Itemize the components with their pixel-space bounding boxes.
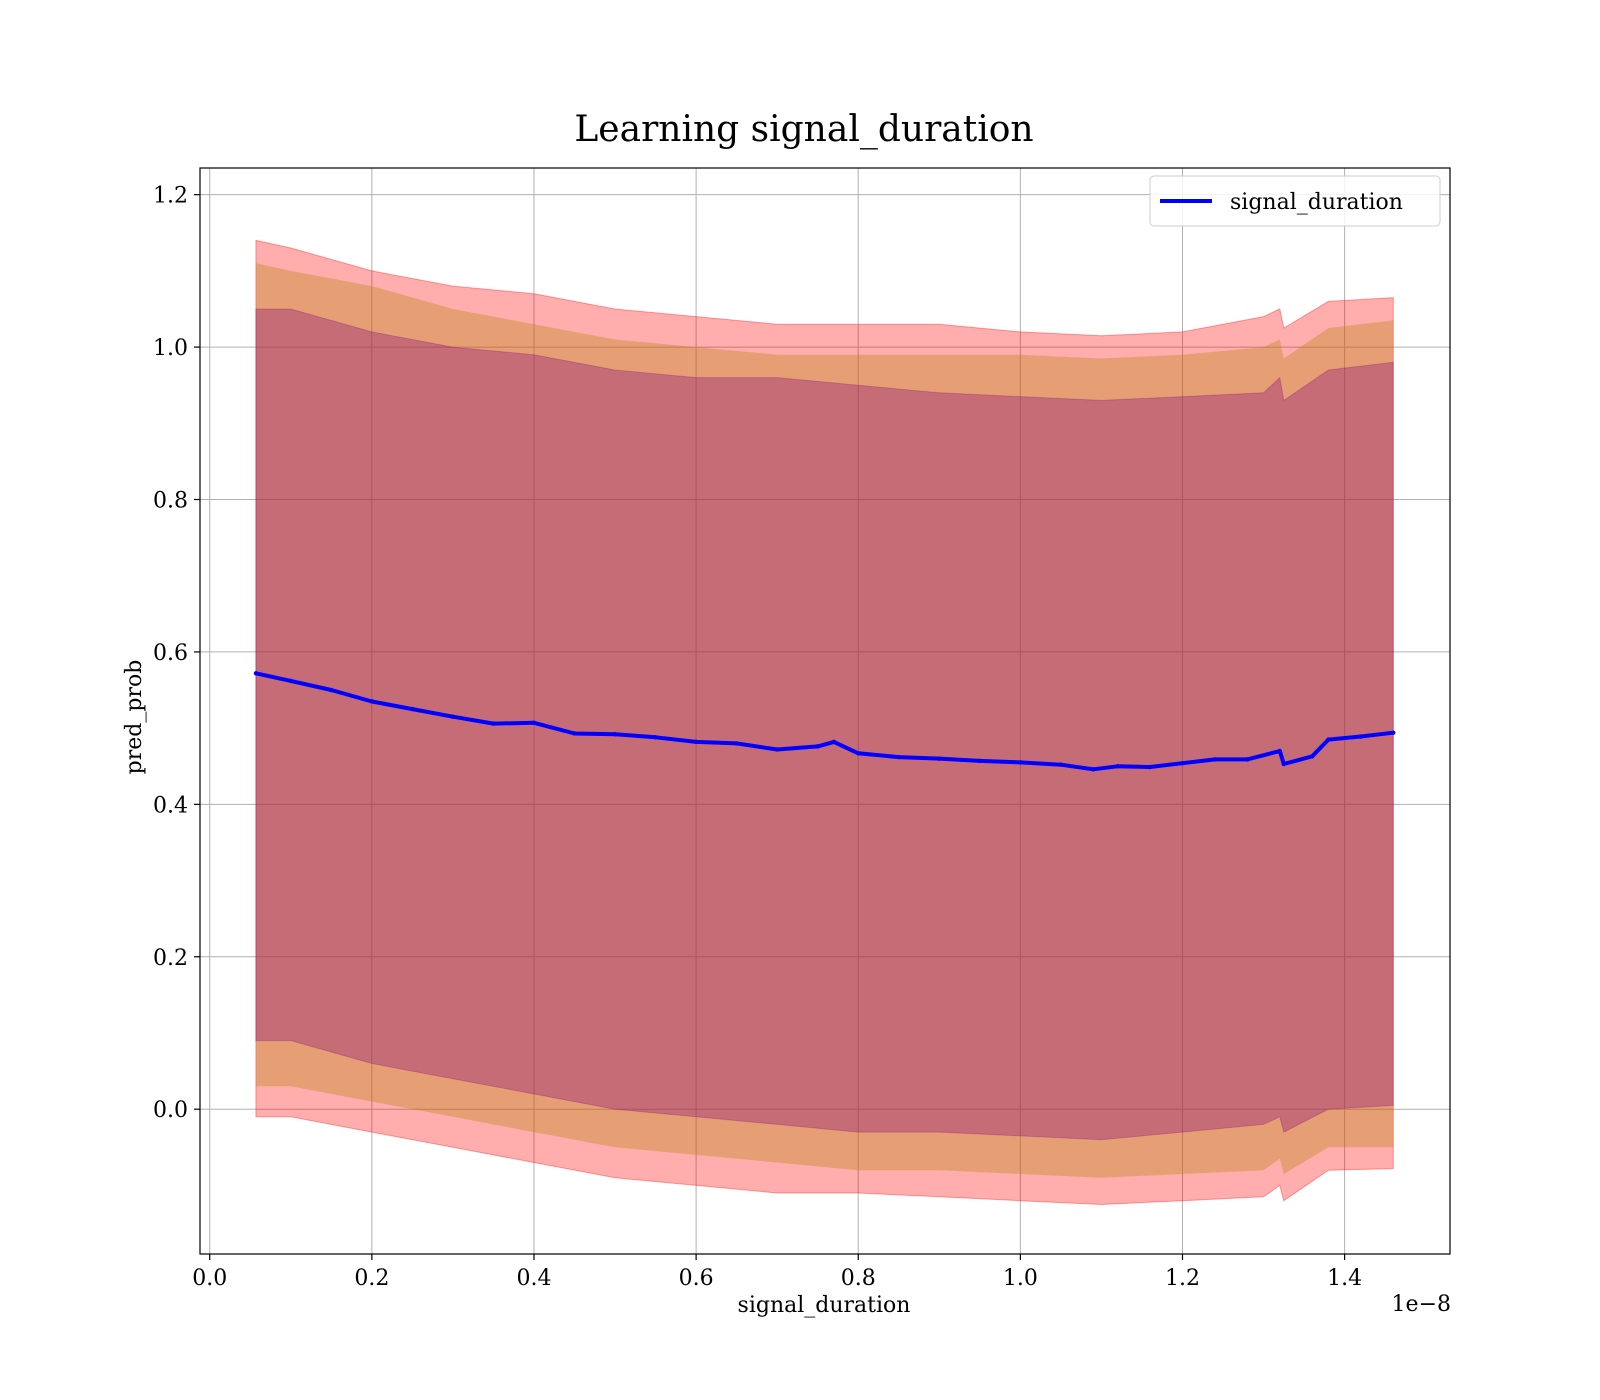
x-tick-label: 1.0 <box>1003 1266 1038 1291</box>
x-tick-label: 0.8 <box>841 1266 876 1291</box>
x-tick-label: 0.6 <box>679 1266 714 1291</box>
series-point <box>1212 757 1218 762</box>
legend-label-signal-duration: signal_duration <box>1230 190 1403 215</box>
x-tick-label: 1.2 <box>1165 1266 1200 1291</box>
series-point <box>831 739 837 745</box>
legend-box <box>1149 175 1441 227</box>
y-axis-label: pred_prob <box>122 660 147 775</box>
y-tick-label: 0.6 <box>153 641 188 666</box>
series-point <box>734 741 739 746</box>
series-point <box>612 732 618 737</box>
series-point <box>1115 764 1120 769</box>
series-point <box>1147 764 1153 770</box>
series-point <box>815 744 820 749</box>
y-tick-label: 0.0 <box>153 1098 188 1123</box>
series-point <box>1277 748 1282 754</box>
confidence-band-middle <box>255 263 1394 1178</box>
y-tick-label: 0.4 <box>153 793 188 818</box>
y-tick-label: 0.2 <box>153 946 188 971</box>
y-tick-label: 1.0 <box>153 336 188 361</box>
series-point <box>1309 754 1315 759</box>
x-tick-label: 1.4 <box>1327 1266 1362 1291</box>
series-point <box>1180 761 1185 766</box>
series-point <box>410 706 415 712</box>
series-point <box>1358 734 1364 739</box>
series-point <box>653 735 658 740</box>
confidence-band-inner <box>255 308 1394 1141</box>
series-point <box>1058 762 1064 767</box>
plot-area: 0.0 0.2 0.4 0.6 0.8 1.0 1.2 1.4 0.0 0.2 0.4 0.6 0.8 1… <box>153 167 1451 1291</box>
series-point <box>531 720 537 726</box>
series-point <box>896 754 901 760</box>
series-point <box>774 747 780 752</box>
series-point <box>253 671 259 676</box>
y-tick-label: 0.8 <box>153 489 188 514</box>
x-axis-label: signal_duration <box>738 1293 911 1318</box>
series-point <box>937 756 942 761</box>
series-point <box>977 758 983 764</box>
legend: signal_duration <box>1149 175 1441 227</box>
chart-title: Learning signal_duration <box>574 109 1033 150</box>
series-point <box>856 751 861 756</box>
x-axis-offset-label: 1e−8 <box>1392 1292 1451 1317</box>
series-point <box>693 739 699 745</box>
series-point <box>1245 757 1250 762</box>
series-point <box>572 731 577 736</box>
series-point <box>1018 760 1023 765</box>
series-point <box>288 678 293 684</box>
series-point <box>1091 767 1096 772</box>
confidence-band-outer <box>255 239 1394 1206</box>
plot-frame <box>199 167 1451 1255</box>
series-point <box>1326 737 1331 742</box>
series-point <box>369 699 375 704</box>
x-tick-label: 0.4 <box>516 1266 551 1291</box>
series-line-signal-duration <box>255 671 1394 772</box>
series-point <box>491 721 496 726</box>
series-point <box>1391 730 1396 735</box>
series-point <box>1281 761 1287 767</box>
y-tick-label: 1.2 <box>153 184 188 209</box>
x-tick-label: 0.2 <box>354 1266 389 1291</box>
series-point <box>450 714 456 719</box>
series-point <box>329 687 334 693</box>
x-tick-label: 0.0 <box>192 1266 227 1291</box>
